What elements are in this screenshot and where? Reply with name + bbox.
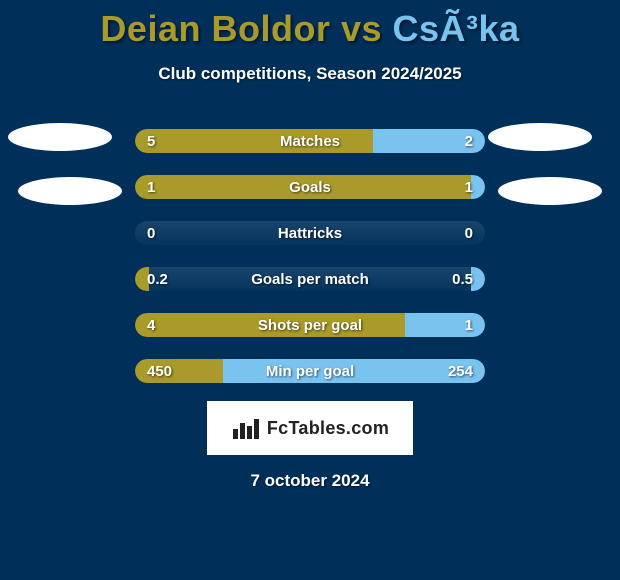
stat-row: 4Shots per goal1: [135, 313, 485, 337]
title-vs: vs: [341, 8, 382, 49]
stat-label: Matches: [205, 133, 415, 150]
logo-box[interactable]: FcTables.com: [207, 401, 413, 455]
value-left: 1: [135, 179, 205, 196]
value-right: 1: [415, 317, 485, 334]
comparison-card: Deian Boldor vs CsÃ³ka Club competitions…: [0, 0, 620, 491]
logo-text: FcTables.com: [267, 418, 389, 439]
stat-row: 0Hattricks0: [135, 221, 485, 245]
title-player1: Deian Boldor: [100, 8, 330, 49]
subtitle: Club competitions, Season 2024/2025: [0, 64, 620, 84]
stat-label: Shots per goal: [205, 317, 415, 334]
page-title: Deian Boldor vs CsÃ³ka: [0, 8, 620, 50]
avatar-ellipse: [8, 123, 112, 151]
value-right: 254: [415, 363, 485, 380]
avatar-ellipse: [498, 177, 602, 205]
stat-label: Min per goal: [205, 363, 415, 380]
stat-label: Hattricks: [205, 225, 415, 242]
value-left: 5: [135, 133, 205, 150]
bars-icon: [231, 417, 261, 439]
value-left: 450: [135, 363, 205, 380]
value-left: 4: [135, 317, 205, 334]
date-label: 7 october 2024: [0, 471, 620, 491]
value-right: 2: [415, 133, 485, 150]
value-left: 0.2: [135, 271, 205, 288]
stat-row: 450Min per goal254: [135, 359, 485, 383]
title-player2: CsÃ³ka: [393, 8, 520, 49]
stat-label: Goals: [205, 179, 415, 196]
stat-row: 0.2Goals per match0.5: [135, 267, 485, 291]
avatar-ellipse: [488, 123, 592, 151]
stat-row: 5Matches2: [135, 129, 485, 153]
value-right: 1: [415, 179, 485, 196]
value-right: 0.5: [415, 271, 485, 288]
stats-list: 5Matches21Goals10Hattricks00.2Goals per …: [135, 129, 485, 383]
value-left: 0: [135, 225, 205, 242]
value-right: 0: [415, 225, 485, 242]
stat-row: 1Goals1: [135, 175, 485, 199]
avatar-ellipse: [18, 177, 122, 205]
stat-label: Goals per match: [205, 271, 415, 288]
